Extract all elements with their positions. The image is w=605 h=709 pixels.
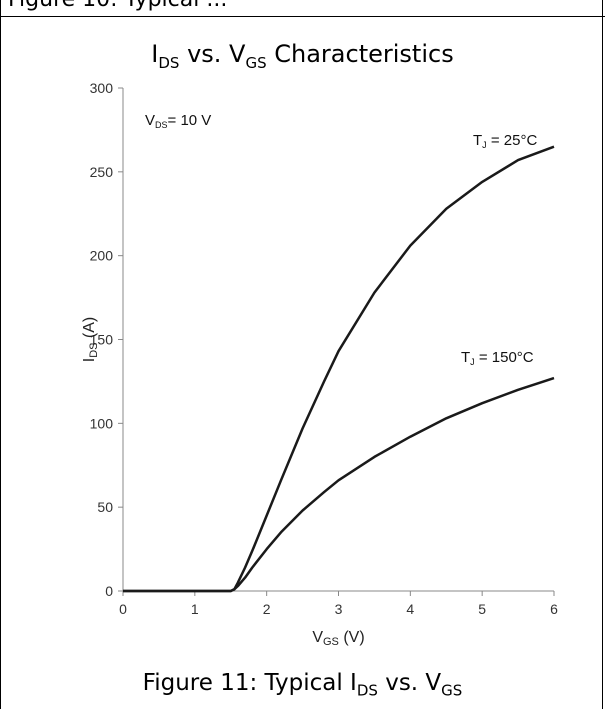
x-tick-label: 5 <box>478 601 486 617</box>
figure-caption: Figure 11: Typical IDS vs. VGS <box>142 670 463 700</box>
series-label-1: TJ = 25°C <box>473 132 537 150</box>
x-tick-label: 6 <box>550 601 558 617</box>
series-line-2 <box>123 376 555 593</box>
y-tick-label: 50 <box>97 499 113 515</box>
cropped-previous-caption: Figure 10: Typical ... <box>0 0 605 16</box>
y-tick-label: 100 <box>90 415 114 431</box>
x-axis-label: VGS (V) <box>312 629 364 648</box>
x-tick-label: 1 <box>191 601 199 617</box>
series-line-1 <box>123 145 555 593</box>
cropped-caption-text: Figure 10: Typical ... <box>8 0 227 12</box>
series-label-2: TJ = 150°C <box>461 349 534 367</box>
y-tick-label: 250 <box>90 164 114 180</box>
y-tick-label: 150 <box>90 332 114 348</box>
y-tick-label: 0 <box>105 583 113 599</box>
chart-title: IDS vs. VGS Characteristics <box>151 40 454 72</box>
header-divider <box>0 16 605 17</box>
x-tick-label: 3 <box>335 601 343 617</box>
x-tick-label: 0 <box>119 601 127 617</box>
x-tick-label: 4 <box>406 601 414 617</box>
y-tick-label: 300 <box>90 80 114 96</box>
y-tick-label: 200 <box>90 248 114 264</box>
y-axis-label: IDS (A) <box>81 317 100 363</box>
vds-condition-label: VDS= 10 V <box>145 112 211 130</box>
x-tick-label: 2 <box>263 601 271 617</box>
